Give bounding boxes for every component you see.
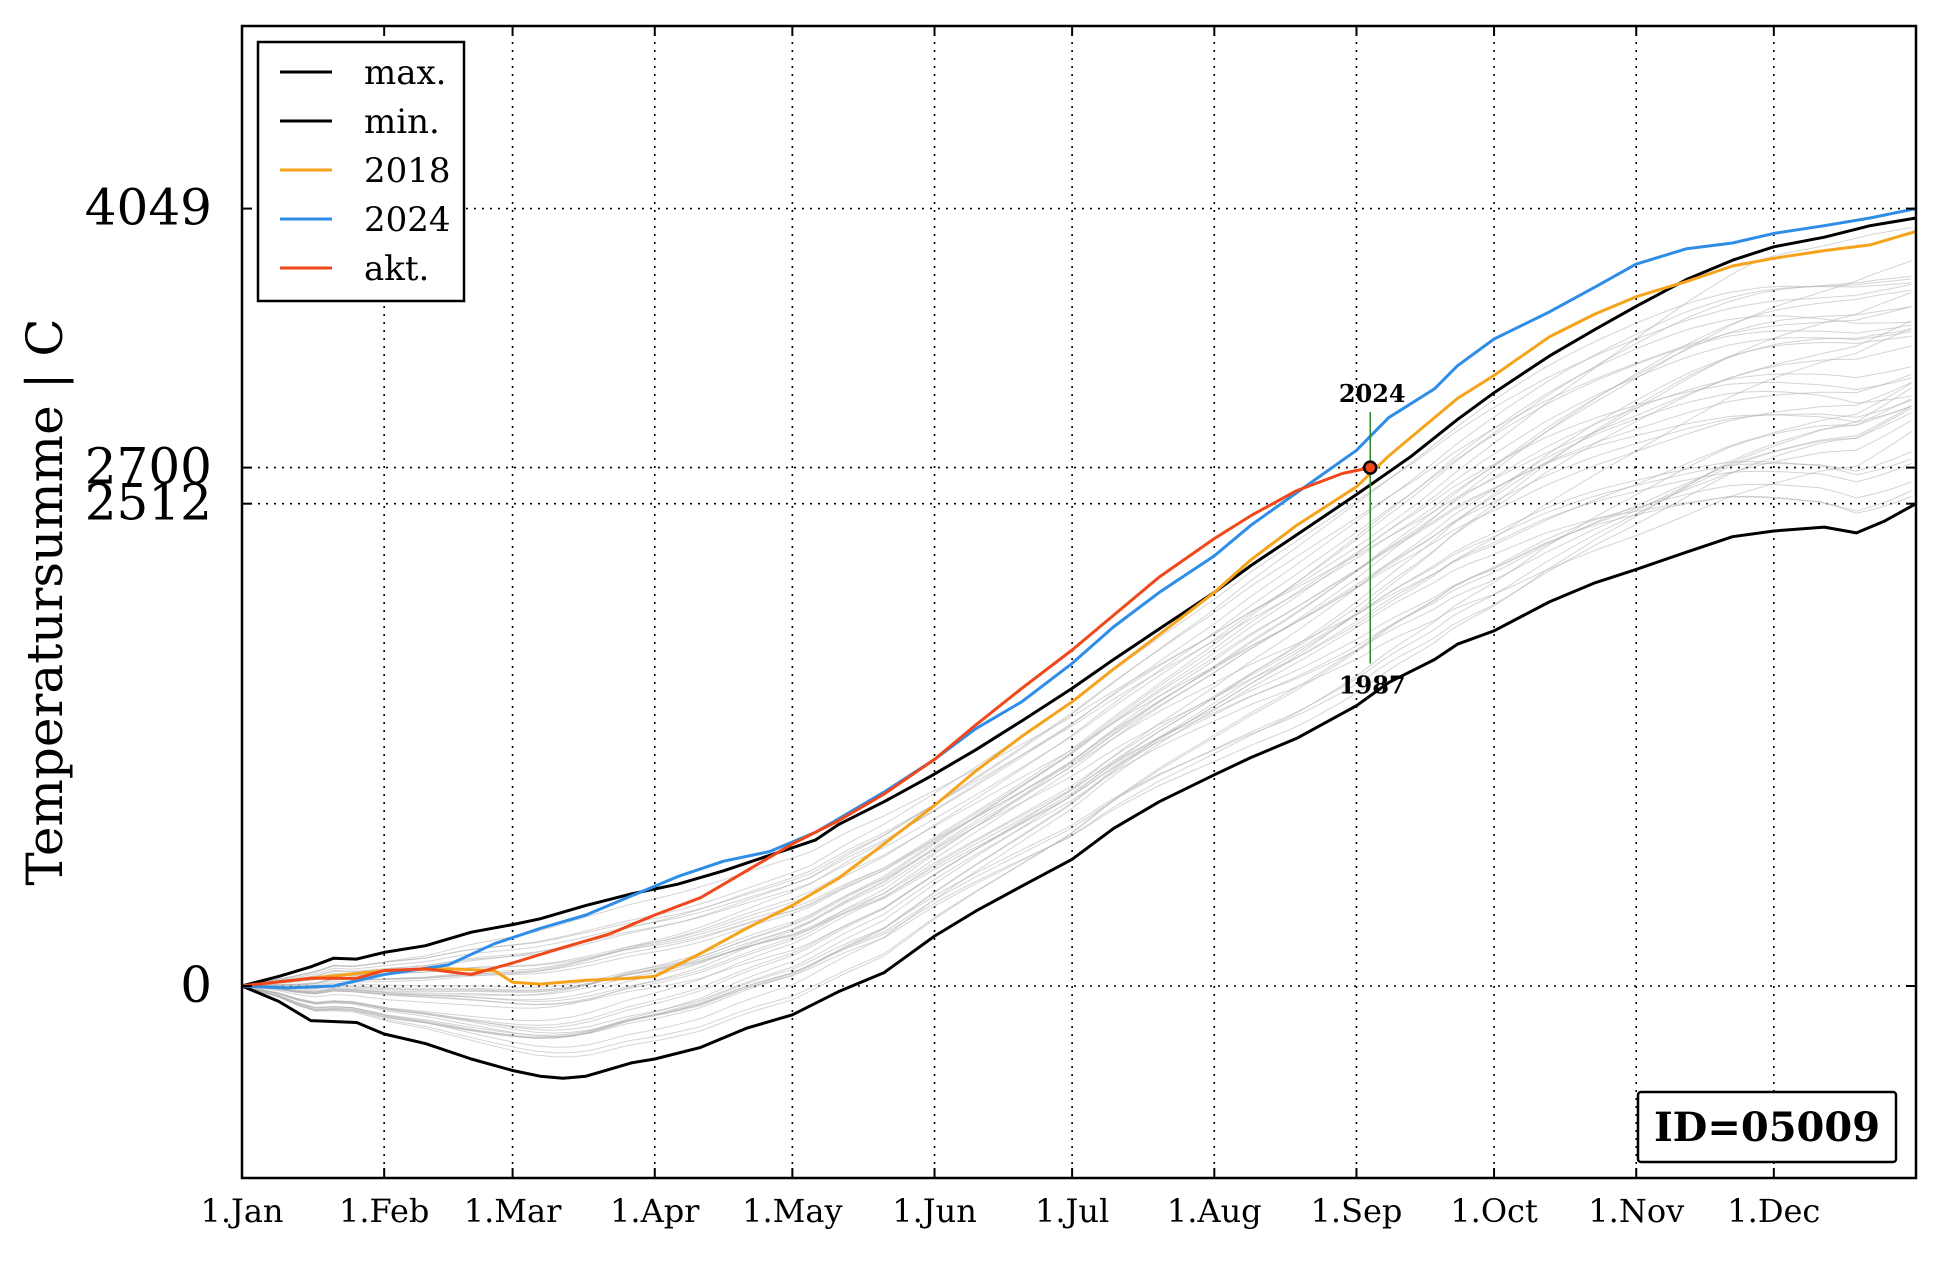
historic-year-line xyxy=(241,324,1912,987)
x-tick-label: 1.Apr xyxy=(610,1192,700,1230)
x-tick-label: 1.Jul xyxy=(1035,1192,1109,1230)
series-line-min xyxy=(241,502,1917,1080)
series-line-max xyxy=(241,216,1917,988)
x-tick-label: 1.Jan xyxy=(200,1192,283,1230)
series-line-2024 xyxy=(241,207,1917,990)
y-tick-label: 2700 xyxy=(85,438,212,496)
legend-label: akt. xyxy=(364,249,429,289)
y-tick-label: 4049 xyxy=(85,179,212,237)
historic-year-line xyxy=(241,405,1912,1036)
plot-frame xyxy=(240,24,1918,1180)
historic-year-line xyxy=(241,320,1912,987)
historic-year-line xyxy=(241,331,1912,987)
annotation-label-1: 1987 xyxy=(1339,670,1406,699)
x-tick-label: 1.May xyxy=(742,1192,842,1230)
historic-year-line xyxy=(241,405,1912,1003)
x-tick-label: 1.Dec xyxy=(1727,1192,1820,1230)
station-id-frame xyxy=(1636,1090,1898,1164)
historic-year-line xyxy=(241,430,1912,1038)
x-tick-label: 1.Oct xyxy=(1450,1192,1538,1230)
y-tick-label: 2512 xyxy=(85,474,212,532)
historic-year-line xyxy=(241,329,1912,993)
series-lines xyxy=(241,207,1917,1080)
legend-label: min. xyxy=(364,102,440,142)
historic-year-line xyxy=(241,292,1912,987)
historic-year-line xyxy=(241,382,1912,1009)
legend: max. min. 2018 2024 akt. xyxy=(256,40,466,303)
historic-year-line xyxy=(241,420,1912,1029)
historic-year-line xyxy=(241,335,1912,992)
x-tick-label: 1.Nov xyxy=(1588,1192,1684,1230)
x-tick-label: 1.Jun xyxy=(892,1192,977,1230)
historic-year-lines xyxy=(241,226,1912,1058)
annotation-label-0: 2024 xyxy=(1339,379,1406,408)
x-ticks: 1.Jan 1.Feb 1.Mar 1.Apr 1.May 1.Jun 1.Jul 1.Aug… xyxy=(200,26,1820,1230)
station-id-label: ID=05009 xyxy=(1654,1104,1880,1151)
historic-year-line xyxy=(241,495,1912,1058)
legend-label: 2018 xyxy=(364,151,451,191)
annotations: 2024 1987 xyxy=(1339,379,1406,700)
historic-year-line xyxy=(241,399,1912,1006)
grid-lines xyxy=(241,26,1916,1178)
historic-year-line xyxy=(241,306,1912,987)
legend-label: max. xyxy=(364,53,447,93)
series-line-2018 xyxy=(241,229,1917,988)
x-tick-label: 1.Sep xyxy=(1311,1192,1403,1230)
historic-year-line xyxy=(241,282,1912,987)
current-value-marker xyxy=(1362,460,1378,475)
historic-year-line xyxy=(241,458,1912,1034)
legend-label: 2024 xyxy=(364,200,451,240)
historic-year-line xyxy=(241,315,1912,987)
y-axis-label: Temperatursumme | C xyxy=(16,318,74,885)
historic-year-line xyxy=(241,260,1912,987)
historic-year-line xyxy=(241,275,1912,987)
historic-year-line xyxy=(241,387,1912,1022)
historic-year-line xyxy=(241,366,1912,991)
x-tick-label: 1.Aug xyxy=(1167,1192,1262,1230)
historic-year-line xyxy=(241,327,1912,996)
x-tick-label: 1.Mar xyxy=(464,1192,562,1230)
historic-year-line xyxy=(242,377,1912,989)
historic-year-line xyxy=(241,278,1912,987)
series-line-akt xyxy=(241,466,1371,988)
y-tick-label: 0 xyxy=(180,956,212,1014)
historic-year-line xyxy=(241,451,1912,1031)
station-id-box: ID=05009 xyxy=(1636,1090,1898,1164)
historic-year-line xyxy=(241,481,1912,1054)
x-tick-label: 1.Feb xyxy=(339,1192,429,1230)
historic-year-line xyxy=(241,289,1912,987)
